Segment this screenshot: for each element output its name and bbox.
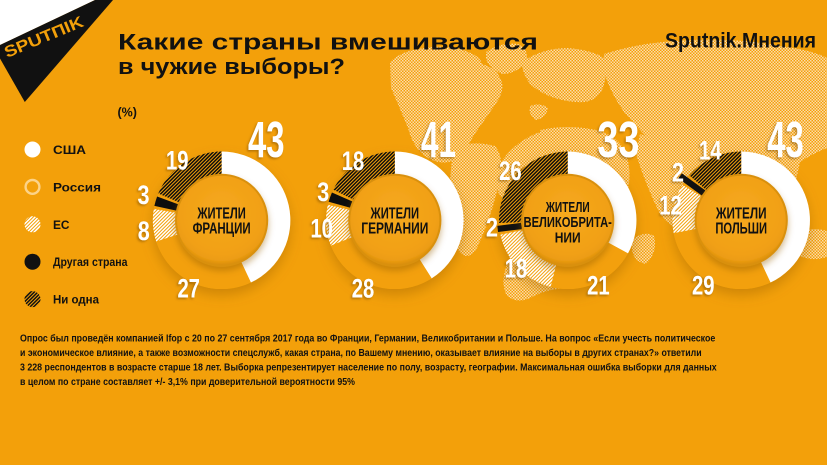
svg-text:Опрос был проведён компанией I: Опрос был проведён компанией Ifop с 20 п… (20, 333, 715, 345)
svg-text:29: 29 (692, 270, 715, 300)
svg-text:США: США (53, 145, 86, 157)
svg-text:43: 43 (248, 111, 285, 168)
svg-text:28: 28 (352, 274, 375, 304)
svg-text:Россия: Россия (53, 182, 101, 194)
svg-text:14: 14 (699, 136, 722, 166)
svg-text:ЖИТЕЛИ: ЖИТЕЛИ (545, 199, 590, 216)
svg-text:18: 18 (505, 254, 528, 284)
svg-text:Какие страны вмешиваются: Какие страны вмешиваются (118, 30, 538, 55)
svg-text:в целом по стране составляет +: в целом по стране составляет +/- 3,1% пр… (20, 376, 356, 388)
svg-text:ЖИТЕЛИ: ЖИТЕЛИ (197, 206, 246, 223)
svg-text:(%): (%) (118, 106, 137, 120)
svg-text:2: 2 (672, 158, 684, 188)
svg-text:18: 18 (342, 146, 365, 176)
svg-text:43: 43 (767, 111, 804, 168)
svg-text:Sputnik.Мнения: Sputnik.Мнения (665, 30, 816, 53)
svg-text:3 228 респондентов в возрасте: 3 228 респондентов в возрасте старше 18 … (20, 362, 717, 374)
svg-text:21: 21 (587, 271, 610, 301)
svg-text:ФРАНЦИИ: ФРАНЦИИ (193, 221, 251, 238)
svg-text:19: 19 (166, 146, 189, 176)
svg-text:Другая страна: Другая страна (53, 257, 128, 269)
svg-text:ПОЛЬШИ: ПОЛЬШИ (715, 221, 767, 238)
svg-text:3: 3 (317, 177, 329, 207)
svg-text:3: 3 (138, 180, 150, 210)
svg-text:в чужие выборы?: в чужие выборы? (118, 54, 345, 79)
svg-text:10: 10 (310, 214, 333, 244)
svg-text:2: 2 (486, 213, 498, 243)
svg-text:и экономическое влияние, а та: и экономическое влияние, а также возможн… (20, 347, 702, 359)
svg-text:ГЕРМАНИИ: ГЕРМАНИИ (361, 221, 428, 238)
svg-text:ЖИТЕЛИ: ЖИТЕЛИ (370, 206, 419, 223)
svg-text:12: 12 (659, 191, 682, 221)
svg-text:Ни одна: Ни одна (53, 295, 100, 307)
svg-text:ЖИТЕЛИ: ЖИТЕЛИ (715, 206, 766, 223)
svg-text:ВЕЛИКОБРИТА-: ВЕЛИКОБРИТА- (524, 214, 612, 231)
svg-text:33: 33 (597, 111, 639, 168)
svg-text:41: 41 (421, 111, 456, 168)
svg-text:ЕС: ЕС (53, 220, 70, 232)
svg-text:8: 8 (138, 216, 150, 246)
svg-text:НИИ: НИИ (555, 230, 581, 247)
svg-text:27: 27 (177, 274, 200, 304)
svg-text:26: 26 (499, 156, 522, 186)
